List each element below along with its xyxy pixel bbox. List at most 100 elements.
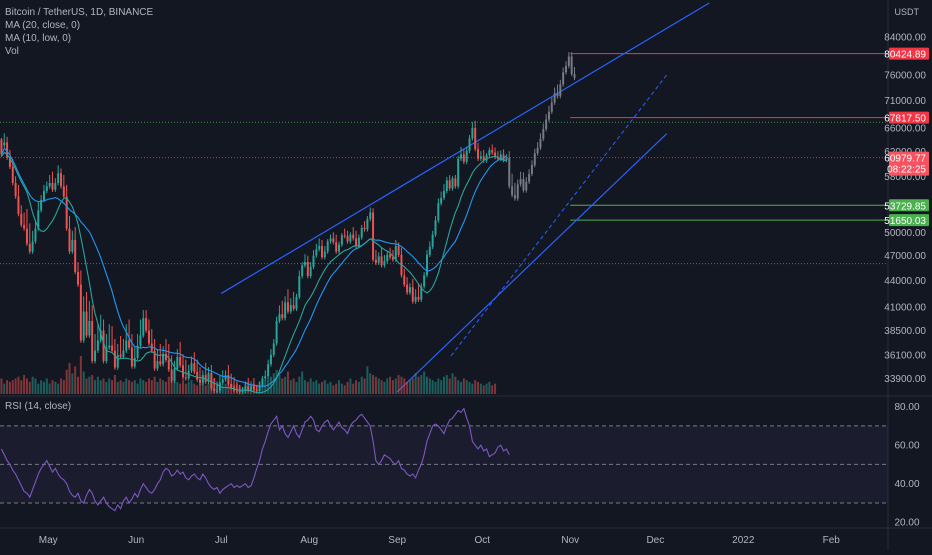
rsi-legend[interactable]: RSI (14, close): [5, 401, 72, 412]
candle-body: [258, 385, 261, 391]
candle-body: [318, 246, 321, 250]
volume-bar: [94, 380, 97, 394]
volume-bar: [400, 376, 403, 394]
candle-body: [380, 256, 383, 266]
candle-body: [567, 56, 570, 67]
legend-symbol[interactable]: Bitcoin / TetherUS, 1D, BINANCE: [5, 7, 154, 18]
price-tick-label: 50000.00: [884, 228, 926, 239]
volume-bar: [448, 378, 451, 394]
candle-body: [289, 305, 292, 312]
price-label-box: [889, 214, 929, 227]
candle-body: [196, 371, 199, 380]
volume-bar: [440, 380, 443, 394]
candle-body: [37, 210, 40, 229]
candle-body: [386, 254, 389, 262]
volume-bar: [389, 376, 392, 394]
legend-ma10[interactable]: MA (10, low, 0): [5, 33, 72, 44]
price-label-countdown: 08:22:25: [887, 165, 926, 176]
candle-body: [102, 330, 105, 362]
price-tick-label: 84000.00: [884, 33, 926, 44]
candle-body: [298, 276, 301, 297]
price-tick-label: 76000.00: [884, 70, 926, 81]
candle-body: [261, 378, 264, 386]
candle-body: [301, 265, 304, 277]
price-label-value: 80424.89: [884, 50, 926, 61]
volume-bar: [34, 378, 37, 394]
candle-body: [267, 364, 270, 377]
candle-body: [321, 246, 323, 258]
volume-bar: [295, 381, 298, 394]
candle-body: [156, 361, 159, 369]
price-tick-label: 44000.00: [884, 276, 926, 287]
candle-body: [184, 377, 187, 379]
candle-body: [11, 166, 14, 184]
volume-bar: [20, 380, 23, 394]
candle-body: [213, 388, 216, 391]
time-tick-label: Feb: [823, 535, 841, 546]
volume-bar: [380, 380, 383, 394]
volume-bar: [6, 380, 9, 394]
candle-body: [204, 375, 207, 382]
price-label-value: 60979.77: [884, 154, 926, 165]
candle-body: [34, 228, 37, 242]
volume-bar: [74, 366, 77, 394]
candle-body: [451, 178, 454, 189]
volume-bar: [181, 380, 184, 394]
volume-bar: [184, 383, 187, 394]
volume-bar: [221, 385, 224, 394]
candle-body: [329, 238, 332, 242]
candle-body: [241, 390, 244, 392]
volume-bar: [403, 378, 406, 394]
candle-body: [519, 179, 522, 185]
candle-body: [292, 305, 295, 309]
candle-body: [176, 356, 179, 369]
candle-body: [125, 340, 128, 351]
volume-bar: [431, 380, 434, 394]
candle-body: [315, 249, 318, 256]
volume-bar: [289, 380, 292, 394]
volume-bar: [105, 381, 108, 394]
volume-bar: [309, 378, 312, 394]
volume-bar: [40, 380, 43, 394]
candle-body: [357, 237, 360, 247]
candle-body: [338, 244, 341, 252]
candle-body: [496, 156, 499, 159]
price-tick-label: 66000.00: [884, 123, 926, 134]
time-tick-label: Dec: [646, 535, 664, 546]
legend-ma20[interactable]: MA (20, close, 0): [5, 20, 81, 31]
price-tick-label: 47000.00: [884, 251, 926, 262]
candle-body: [428, 246, 431, 255]
volume-bar: [363, 378, 366, 394]
volume-bar: [193, 383, 196, 394]
candle-body: [264, 376, 267, 379]
candle-body: [437, 203, 440, 221]
volume-bar: [0, 378, 3, 394]
volume-bar: [14, 378, 17, 394]
volume-bar: [425, 376, 428, 394]
candle-body: [573, 73, 576, 78]
volume-bar: [3, 383, 6, 394]
candle-body: [403, 275, 406, 285]
candle-body: [394, 246, 397, 260]
volume-bar: [468, 381, 471, 394]
candle-body: [411, 287, 414, 302]
volume-bar: [85, 378, 88, 394]
candle-body: [352, 234, 355, 239]
volume-bar: [116, 381, 119, 394]
volume-bar: [128, 380, 131, 394]
volume-bar: [286, 371, 289, 394]
volume-bar: [284, 376, 287, 394]
candle-body: [193, 363, 196, 372]
candle-body: [3, 142, 6, 146]
volume-bar: [159, 378, 162, 394]
candle-body: [122, 350, 125, 357]
candle-body: [479, 156, 482, 159]
candle-body: [145, 318, 148, 331]
volume-bar: [338, 380, 341, 394]
candle-body: [431, 234, 434, 247]
candle-body: [48, 183, 51, 187]
legend-vol[interactable]: Vol: [5, 46, 19, 57]
volume-bar: [23, 375, 26, 394]
